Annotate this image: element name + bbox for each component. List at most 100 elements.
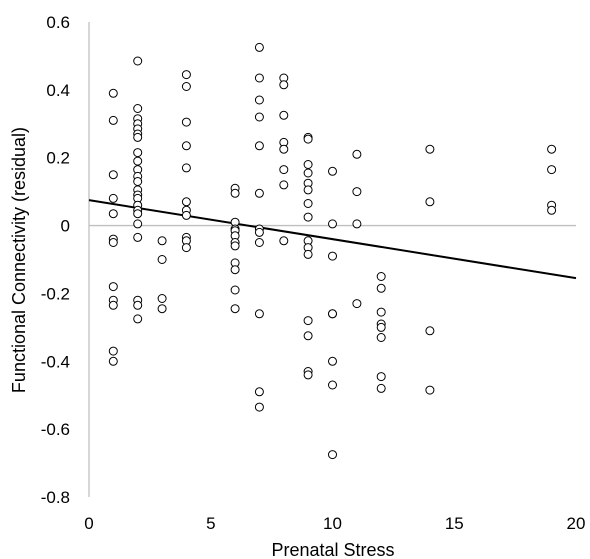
- data-point: [254, 188, 264, 198]
- data-point: [181, 117, 191, 127]
- data-point: [279, 236, 289, 246]
- data-point: [328, 356, 337, 366]
- data-point: [133, 219, 143, 229]
- data-point: [279, 165, 289, 175]
- data-point: [425, 197, 435, 207]
- data-point: [108, 300, 118, 310]
- data-point: [133, 300, 143, 310]
- y-tick-label: 0.4: [46, 81, 70, 100]
- data-point: [230, 304, 240, 314]
- data-point: [328, 251, 337, 261]
- data-point: [133, 132, 143, 142]
- data-point: [254, 227, 264, 237]
- data-point: [376, 322, 386, 332]
- data-point: [376, 272, 386, 281]
- data-point: [376, 283, 386, 293]
- data-point: [303, 185, 313, 195]
- data-point: [133, 232, 143, 242]
- data-point: [352, 219, 362, 229]
- data-point: [279, 80, 289, 90]
- data-point: [133, 177, 143, 186]
- data-point: [133, 56, 143, 66]
- data-point: [108, 346, 118, 356]
- data-point: [303, 168, 313, 178]
- data-point: [376, 333, 386, 342]
- data-point: [547, 165, 557, 175]
- data-point: [303, 199, 313, 208]
- data-point: [328, 309, 337, 319]
- data-point: [181, 70, 191, 80]
- data-point: [303, 134, 313, 144]
- data-point: [279, 110, 289, 120]
- data-point: [279, 144, 289, 154]
- data-point: [376, 372, 386, 382]
- data-point: [108, 209, 118, 219]
- data-point: [157, 236, 167, 246]
- y-axis-title: Functional Connectivity (residual): [9, 127, 29, 393]
- data-point: [303, 331, 313, 341]
- data-point: [108, 356, 118, 366]
- data-point: [230, 188, 240, 198]
- tick-labels: 0.6 0.4 0.2 0 -0.2 -0.4 -0.6 -0.8 0 5 10 15 20: [41, 13, 586, 533]
- data-point: [133, 148, 143, 158]
- data-point: [108, 282, 118, 292]
- data-point: [376, 307, 386, 317]
- data-point: [157, 304, 167, 314]
- data-point: [254, 238, 264, 247]
- data-point: [303, 160, 313, 169]
- x-tick-label: 5: [206, 514, 215, 533]
- data-point: [352, 149, 362, 159]
- data-point: [181, 243, 191, 253]
- data-point: [303, 249, 313, 259]
- data-point: [108, 238, 118, 247]
- trend-line-group: [88, 199, 577, 280]
- data-point: [157, 294, 167, 303]
- data-point: [328, 380, 337, 390]
- y-tick-label: -0.6: [41, 420, 70, 439]
- data-point: [133, 156, 143, 166]
- data-point: [303, 212, 313, 222]
- data-point: [303, 370, 313, 380]
- y-tick-label: -0.2: [41, 284, 70, 303]
- data-point: [157, 255, 167, 264]
- data-point: [108, 170, 118, 180]
- y-tick-label: -0.4: [41, 352, 70, 371]
- y-tick-label: 0: [61, 217, 70, 236]
- data-point: [254, 309, 264, 319]
- data-point: [303, 316, 313, 326]
- data-point: [254, 141, 264, 151]
- y-tick-label: 0.6: [46, 13, 70, 32]
- y-tick-label: 0.2: [46, 149, 70, 168]
- x-tick-label: 10: [323, 514, 342, 533]
- data-point: [328, 450, 337, 460]
- data-point: [181, 163, 191, 173]
- data-point: [230, 285, 240, 295]
- data-point: [279, 180, 289, 190]
- data-point: [352, 187, 362, 197]
- data-point: [133, 209, 143, 219]
- x-axis-title: Prenatal Stress: [271, 540, 394, 559]
- data-point: [181, 82, 191, 91]
- data-point: [254, 95, 264, 105]
- data-point: [108, 88, 118, 98]
- x-tick-label: 0: [84, 514, 93, 533]
- data-point: [181, 210, 191, 220]
- trend-line: [88, 199, 577, 280]
- data-point: [254, 387, 264, 397]
- data-point: [108, 115, 118, 125]
- data-points: [108, 42, 557, 460]
- y-tick-label: -0.8: [41, 488, 70, 507]
- data-point: [352, 299, 362, 309]
- data-point: [547, 205, 557, 215]
- data-point: [425, 144, 435, 154]
- data-point: [108, 193, 118, 203]
- data-point: [254, 42, 264, 52]
- data-point: [133, 314, 143, 324]
- data-point: [254, 402, 264, 412]
- data-point: [328, 219, 337, 229]
- data-point: [254, 112, 264, 122]
- data-point: [425, 385, 435, 395]
- data-point: [181, 197, 191, 207]
- data-point: [230, 241, 240, 251]
